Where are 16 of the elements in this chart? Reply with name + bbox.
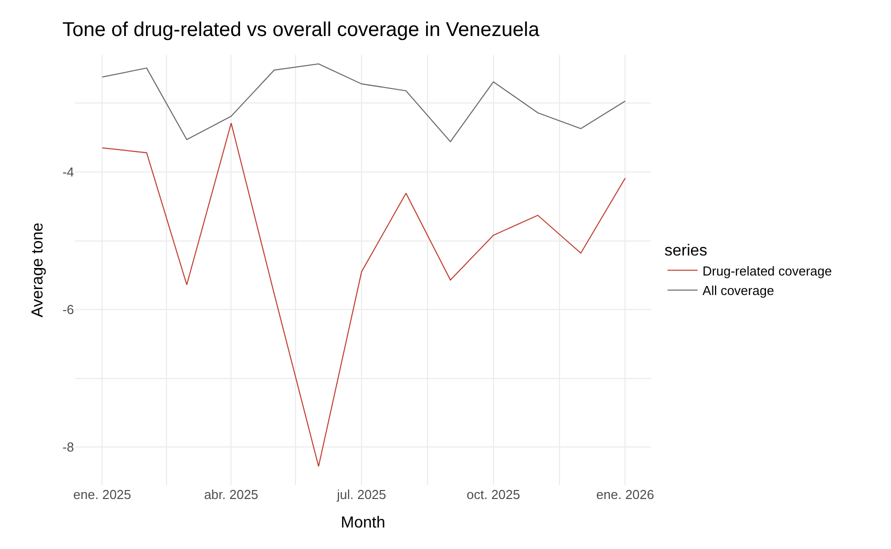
x-tick-label: oct. 2025 — [466, 487, 520, 502]
x-tick-label: abr. 2025 — [204, 487, 258, 502]
x-tick-label: ene. 2026 — [596, 487, 654, 502]
legend-label: Drug-related coverage — [702, 263, 832, 278]
x-tick-label: jul. 2025 — [336, 487, 386, 502]
y-axis-title: Average tone — [29, 222, 46, 318]
y-tick-label: -4 — [62, 164, 74, 180]
y-tick-label: -6 — [62, 302, 74, 318]
x-axis-title: Month — [340, 514, 386, 532]
x-tick-label: ene. 2025 — [73, 487, 132, 502]
line-series — [102, 122, 626, 467]
chart-title: Tone of drug-related vs overall coverage in Venezuela — [62, 18, 540, 41]
y-tick-label: -8 — [62, 440, 74, 455]
legend-label: All coverage — [702, 283, 774, 298]
line-series — [102, 63, 626, 142]
legend-title: series — [664, 242, 708, 260]
